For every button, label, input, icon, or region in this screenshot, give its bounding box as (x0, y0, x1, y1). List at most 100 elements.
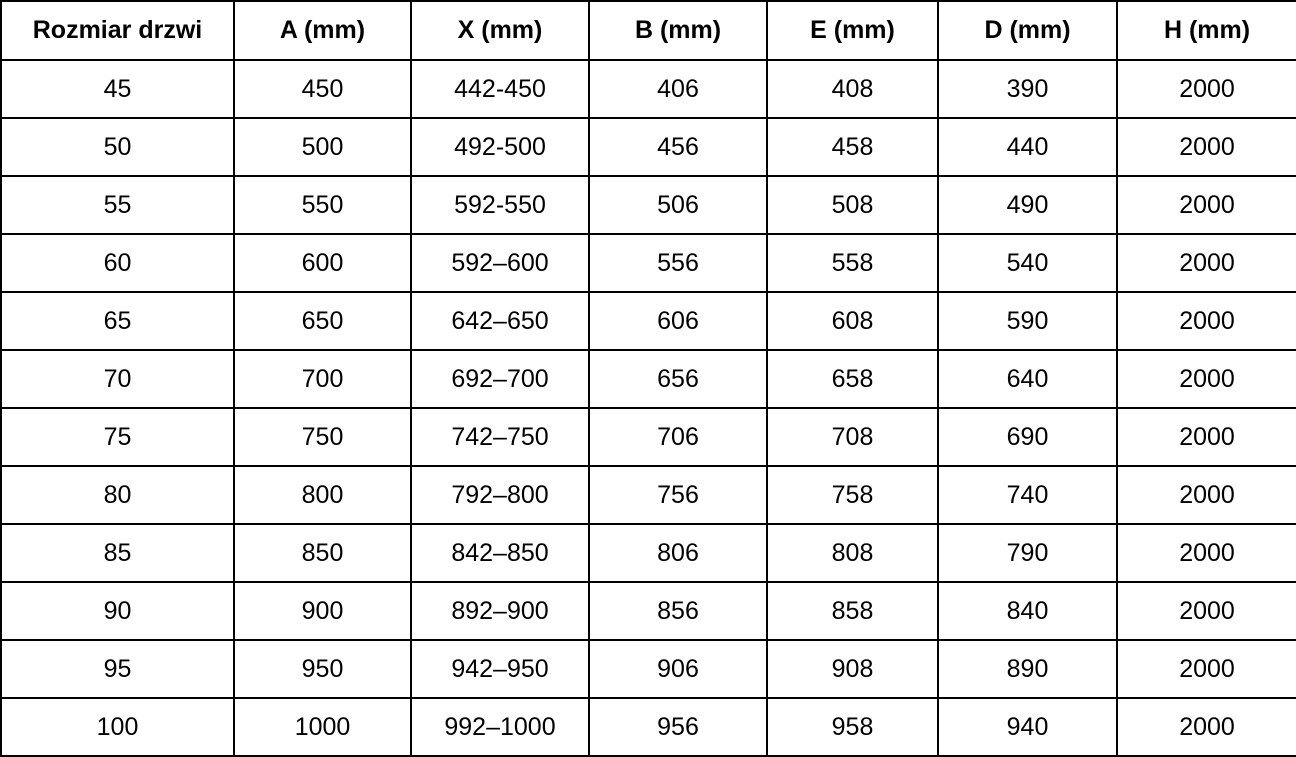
dimension-cell: 540 (937, 233, 1118, 293)
dimension-cell: 2000 (1116, 349, 1296, 409)
dimension-cell: 390 (937, 59, 1118, 119)
dimension-cell: 550 (233, 175, 412, 235)
dimension-cell: 490 (937, 175, 1118, 235)
dimension-cell: 556 (588, 233, 768, 293)
dimension-cell: 558 (766, 233, 939, 293)
dimension-cell: 756 (588, 465, 768, 525)
dimension-cell: 908 (766, 639, 939, 699)
dimension-cell: 800 (233, 465, 412, 525)
dimension-cell: 590 (937, 291, 1118, 351)
door-size-cell: 60 (0, 233, 235, 293)
door-size-cell: 100 (0, 697, 235, 757)
table-row: 65 650 642–650 606 608 590 2000 (0, 291, 1296, 351)
dimension-cell: 506 (588, 175, 768, 235)
dimension-cell: 606 (588, 291, 768, 351)
door-size-cell: 90 (0, 581, 235, 641)
dimension-cell: 456 (588, 117, 768, 177)
dimension-cell: 892–900 (410, 581, 590, 641)
dimension-cell: 706 (588, 407, 768, 467)
dimension-cell: 1000 (233, 697, 412, 757)
dimension-cell: 940 (937, 697, 1118, 757)
dimension-cell: 740 (937, 465, 1118, 525)
dimension-cell: 656 (588, 349, 768, 409)
door-size-cell: 85 (0, 523, 235, 583)
table-row: 50 500 492-500 456 458 440 2000 (0, 117, 1296, 177)
column-header-a: A (mm) (233, 0, 412, 61)
dimension-cell: 2000 (1116, 407, 1296, 467)
table-row: 85 850 842–850 806 808 790 2000 (0, 523, 1296, 583)
dimension-cell: 906 (588, 639, 768, 699)
dimension-cell: 640 (937, 349, 1118, 409)
door-size-cell: 70 (0, 349, 235, 409)
door-size-cell: 65 (0, 291, 235, 351)
dimension-cell: 900 (233, 581, 412, 641)
dimension-cell: 856 (588, 581, 768, 641)
dimension-cell: 2000 (1116, 639, 1296, 699)
door-size-cell: 50 (0, 117, 235, 177)
dimension-cell: 808 (766, 523, 939, 583)
dimension-cell: 806 (588, 523, 768, 583)
dimension-cell: 992–1000 (410, 697, 590, 757)
dimension-cell: 2000 (1116, 465, 1296, 525)
dimension-cell: 840 (937, 581, 1118, 641)
table-row: 95 950 942–950 906 908 890 2000 (0, 639, 1296, 699)
dimension-cell: 690 (937, 407, 1118, 467)
column-header-d: D (mm) (937, 0, 1118, 61)
door-size-cell: 95 (0, 639, 235, 699)
dimension-cell: 650 (233, 291, 412, 351)
dimension-cell: 508 (766, 175, 939, 235)
column-header-e: E (mm) (766, 0, 939, 61)
dimension-cell: 700 (233, 349, 412, 409)
table-row: 75 750 742–750 706 708 690 2000 (0, 407, 1296, 467)
dimension-cell: 956 (588, 697, 768, 757)
table-row: 45 450 442-450 406 408 390 2000 (0, 59, 1296, 119)
dimension-cell: 458 (766, 117, 939, 177)
dimension-cell: 2000 (1116, 291, 1296, 351)
dimension-cell: 642–650 (410, 291, 590, 351)
door-size-cell: 80 (0, 465, 235, 525)
dimension-cell: 942–950 (410, 639, 590, 699)
dimension-cell: 750 (233, 407, 412, 467)
table-row: 70 700 692–700 656 658 640 2000 (0, 349, 1296, 409)
table-row: 60 600 592–600 556 558 540 2000 (0, 233, 1296, 293)
dimension-cell: 406 (588, 59, 768, 119)
dimension-cell: 758 (766, 465, 939, 525)
dimension-cell: 2000 (1116, 175, 1296, 235)
column-header-h: H (mm) (1116, 0, 1296, 61)
dimension-cell: 442-450 (410, 59, 590, 119)
table-header: Rozmiar drzwi A (mm) X (mm) B (mm) E (mm) D (… (0, 0, 1296, 61)
dimension-cell: 2000 (1116, 697, 1296, 757)
table-body: 45 450 442-450 406 408 390 2000 50 500 492-500 456… (0, 59, 1296, 757)
dimension-cell: 500 (233, 117, 412, 177)
dimension-cell: 890 (937, 639, 1118, 699)
dimension-cell: 2000 (1116, 581, 1296, 641)
table-row: 100 1000 992–1000 956 958 940 2000 (0, 697, 1296, 757)
table-row: 55 550 592-550 506 508 490 2000 (0, 175, 1296, 235)
dimension-cell: 492-500 (410, 117, 590, 177)
column-header-x: X (mm) (410, 0, 590, 61)
table-row: 90 900 892–900 856 858 840 2000 (0, 581, 1296, 641)
dimension-cell: 692–700 (410, 349, 590, 409)
door-size-cell: 75 (0, 407, 235, 467)
dimension-cell: 450 (233, 59, 412, 119)
dimension-cell: 958 (766, 697, 939, 757)
header-row: Rozmiar drzwi A (mm) X (mm) B (mm) E (mm) D (… (0, 0, 1296, 61)
dimension-cell: 2000 (1116, 523, 1296, 583)
column-header-rozmiar-drzwi: Rozmiar drzwi (0, 0, 235, 61)
dimension-cell: 2000 (1116, 233, 1296, 293)
door-size-cell: 55 (0, 175, 235, 235)
dimension-cell: 440 (937, 117, 1118, 177)
dimension-cell: 408 (766, 59, 939, 119)
door-size-cell: 45 (0, 59, 235, 119)
column-header-b: B (mm) (588, 0, 768, 61)
dimension-cell: 608 (766, 291, 939, 351)
dimension-cell: 708 (766, 407, 939, 467)
dimension-cell: 950 (233, 639, 412, 699)
dimension-cell: 658 (766, 349, 939, 409)
table-row: 80 800 792–800 756 758 740 2000 (0, 465, 1296, 525)
dimension-cell: 742–750 (410, 407, 590, 467)
dimension-cell: 592-550 (410, 175, 590, 235)
dimension-cell: 842–850 (410, 523, 590, 583)
dimension-cell: 792–800 (410, 465, 590, 525)
